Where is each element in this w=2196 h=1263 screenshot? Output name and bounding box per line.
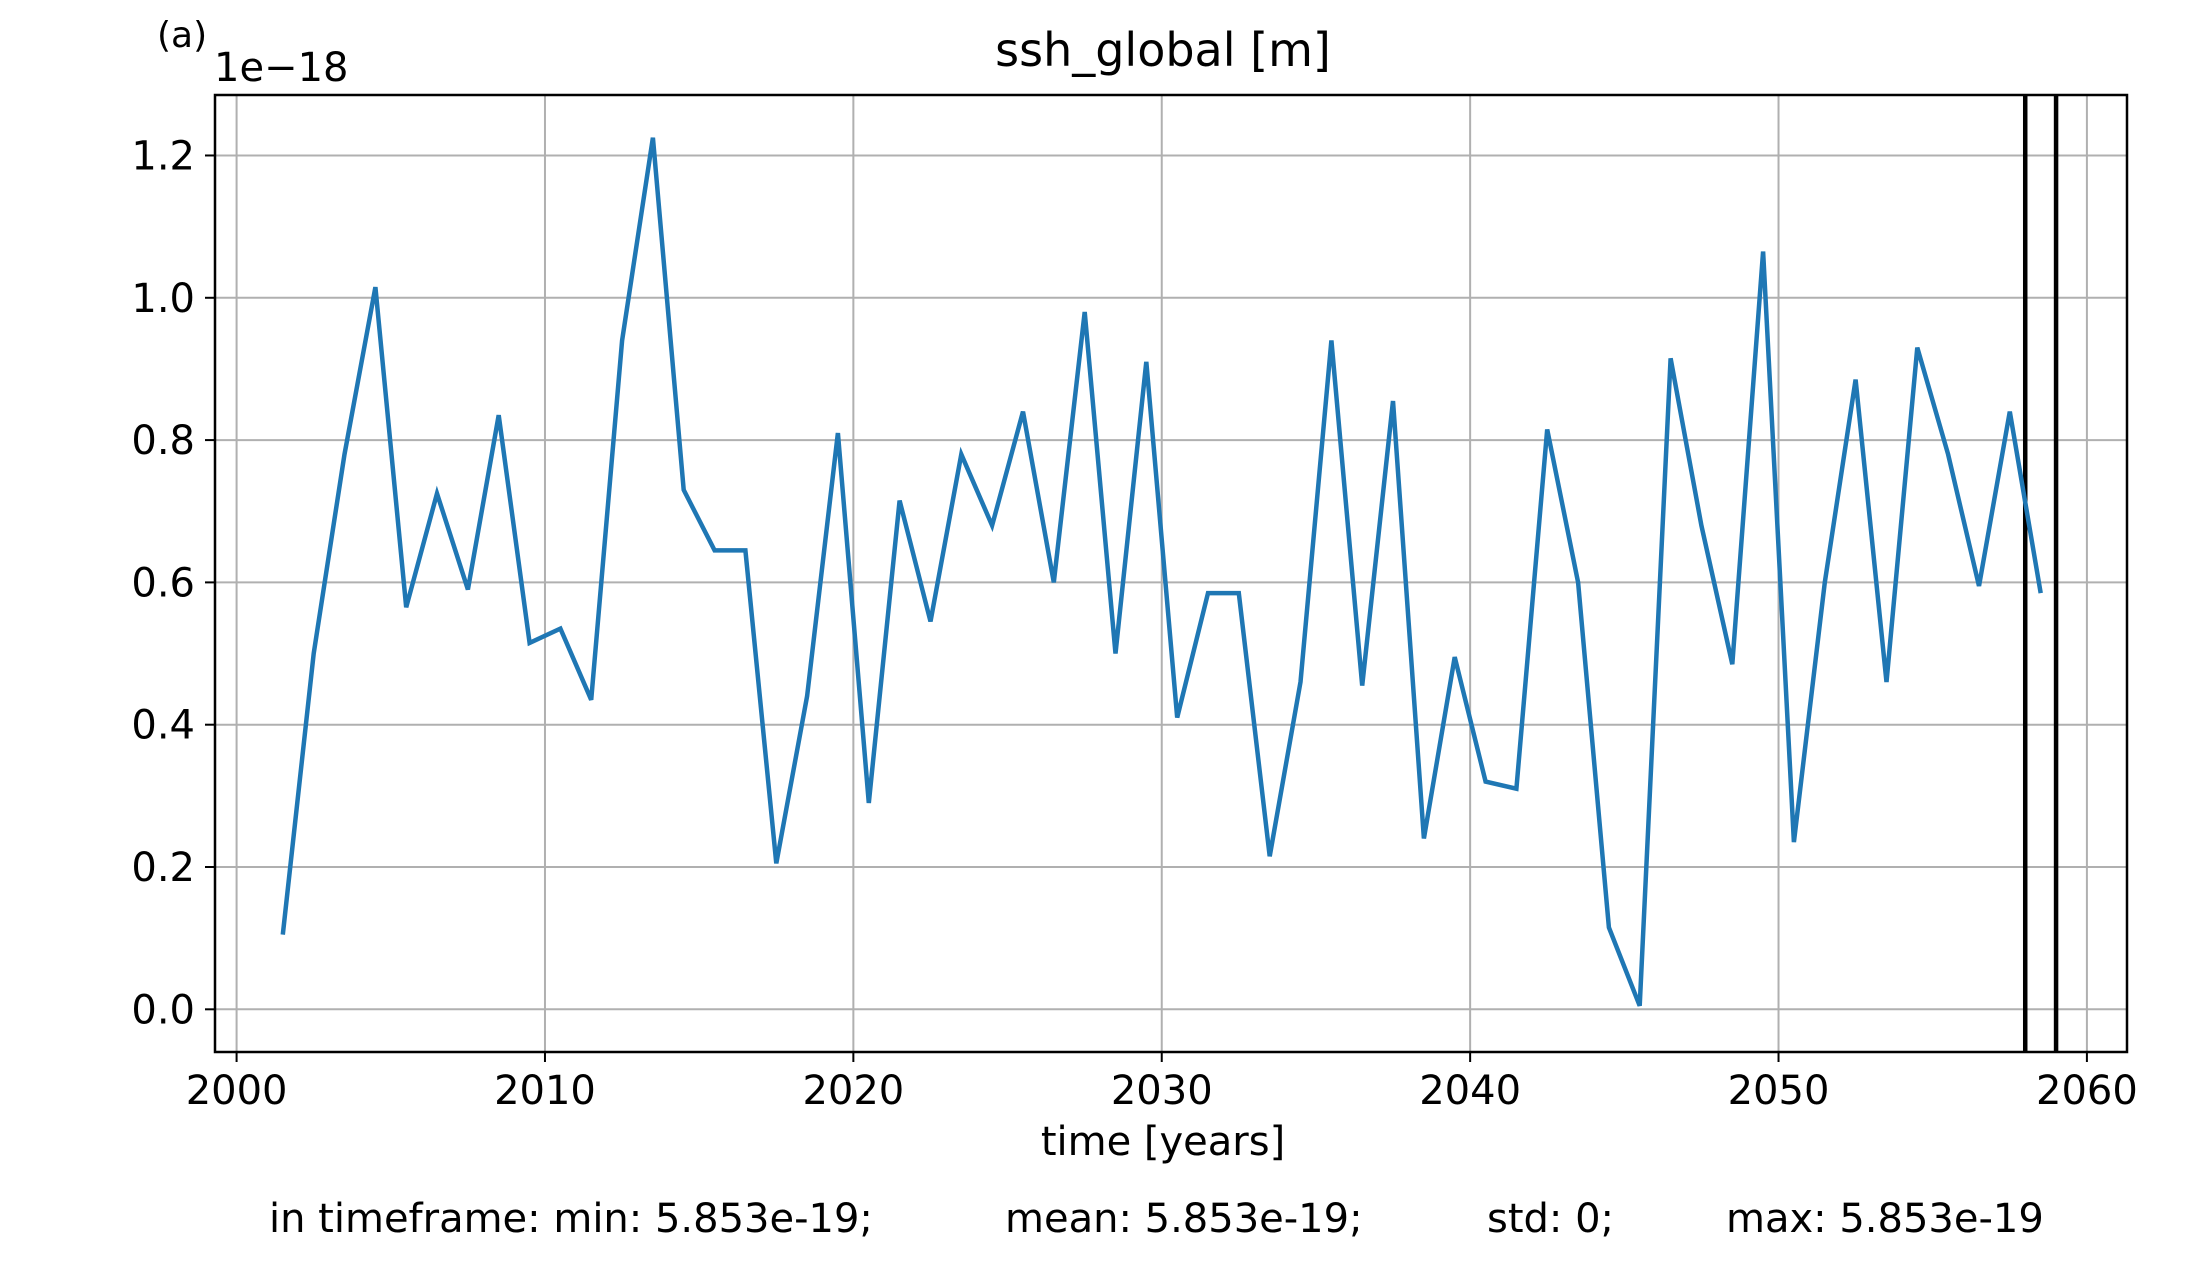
x-axis-label: time [years] [1041, 1119, 1285, 1165]
y-tick-label: 1.2 [131, 133, 195, 179]
vertical-marker-lines [2022, 95, 2059, 1052]
x-tick-label: 2000 [186, 1068, 288, 1114]
series-layer [280, 137, 2043, 1007]
panel-label: (a) [157, 15, 207, 56]
stats-max: max: 5.853e-19 [1726, 1196, 2044, 1242]
x-tick-label: 2050 [1728, 1068, 1830, 1114]
stats-mean: mean: 5.853e-19; [1005, 1196, 1363, 1242]
x-axis-ticks: 2000 2010 2020 2030 2040 2050 2060 [186, 1052, 2138, 1114]
x-tick-label: 2040 [1419, 1068, 1521, 1114]
y-offset-label: 1e−18 [214, 45, 348, 91]
plot-frame [213, 93, 2129, 1054]
y-axis-ticks: 0.0 0.2 0.4 0.6 0.8 1.0 1.2 [131, 133, 215, 1033]
series-line [280, 137, 2043, 1007]
x-tick-label: 2060 [2036, 1068, 2138, 1114]
stats-min: in timeframe: min: 5.853e-19; [269, 1196, 873, 1242]
y-tick-label: 0.4 [131, 703, 195, 749]
x-tick-label: 2020 [802, 1068, 904, 1114]
grid-lines [215, 95, 2127, 1052]
stats-line: in timeframe: min: 5.853e-19; mean: 5.85… [0, 1196, 2196, 1256]
stats-std: std: 0; [1487, 1196, 1615, 1242]
y-tick-label: 1.0 [131, 276, 195, 322]
y-tick-label: 0.0 [131, 987, 195, 1033]
chart-title: ssh_global [m] [995, 23, 1331, 77]
y-tick-label: 0.2 [131, 845, 195, 891]
y-tick-label: 0.8 [131, 418, 195, 464]
x-tick-label: 2010 [494, 1068, 596, 1114]
x-tick-label: 2030 [1111, 1068, 1213, 1114]
y-tick-label: 0.6 [131, 560, 195, 606]
